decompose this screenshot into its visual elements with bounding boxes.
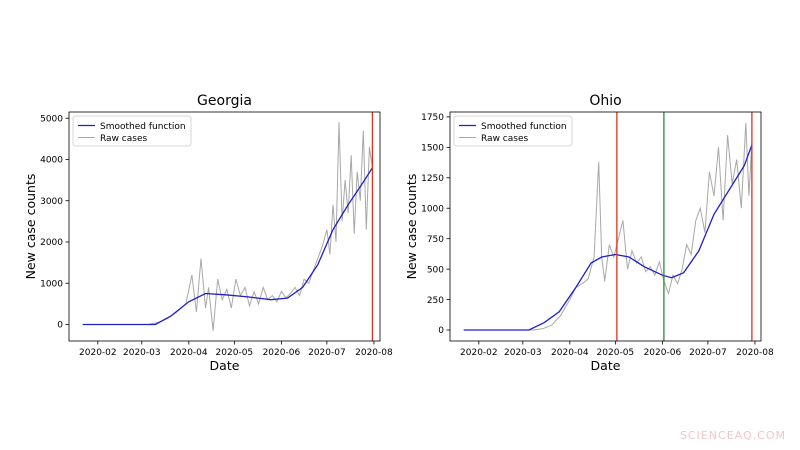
legend-entry: Smoothed function (481, 122, 567, 132)
plot-frame (68, 111, 381, 342)
legend-box (72, 115, 192, 147)
x-tick-label: 2020-08 (736, 348, 774, 358)
y-tick-label: 4000 (40, 156, 63, 166)
x-tick-label: 2020-05 (597, 348, 635, 358)
legend-entry: Raw cases (481, 134, 528, 144)
legend-box (453, 115, 573, 147)
plot-frame (449, 111, 762, 342)
x-tick-label: 2020-06 (644, 348, 682, 358)
legend-entry: Raw cases (100, 134, 147, 144)
x-tick-label: 2020-03 (504, 348, 542, 358)
x-tick-label: 2020-02 (460, 348, 498, 358)
series-group (82, 122, 373, 331)
legend-entry: Smoothed function (100, 122, 186, 132)
x-tick-label: 2020-05 (216, 348, 254, 358)
x-tick-label: 2020-03 (123, 348, 161, 358)
x-tick-label: 2020-07 (308, 348, 346, 358)
y-tick-label: 500 (427, 265, 444, 275)
x-axis-label: Date (210, 358, 240, 373)
y-tick-label: 250 (427, 296, 444, 306)
y-tick-label: 3000 (40, 197, 63, 207)
y-tick-label: 2000 (40, 238, 63, 248)
y-tick-label: 1000 (421, 204, 444, 214)
y-tick-label: 1500 (421, 144, 444, 154)
series-line-smoothed (82, 167, 373, 326)
y-axis-label: New case counts (23, 174, 38, 280)
y-axis-label: New case counts (404, 174, 419, 280)
x-tick-label: 2020-04 (170, 348, 208, 358)
chart-title: Georgia (197, 93, 252, 109)
x-tick-label: 2020-04 (551, 348, 589, 358)
y-tick-label: 1250 (421, 174, 444, 184)
series-line-smoothed (463, 144, 753, 331)
series-group (463, 122, 753, 331)
y-tick-label: 5000 (40, 114, 63, 124)
y-tick-label: 0 (57, 321, 63, 331)
y-tick-label: 750 (427, 235, 444, 245)
x-tick-label: 2020-07 (689, 348, 727, 358)
x-tick-label: 2020-02 (79, 348, 117, 358)
chart-panel-1: Georgia 2020-02 2020-03 2020-04 2020-05 2020-… (23, 93, 393, 373)
watermark: SCIENCEAQ.COM (679, 429, 786, 442)
chart-panel-2: Ohio 2020-02 2020-03 2020-04 2020-05 2020-06 2… (404, 93, 774, 373)
x-tick-label: 2020-08 (355, 348, 393, 358)
y-tick-label: 0 (438, 326, 444, 336)
x-axis-label: Date (591, 358, 621, 373)
y-tick-label: 1750 (421, 113, 444, 123)
chart-title: Ohio (589, 93, 621, 109)
y-tick-label: 1000 (40, 279, 63, 289)
x-tick-label: 2020-06 (263, 348, 301, 358)
series-line-raw (82, 122, 373, 331)
